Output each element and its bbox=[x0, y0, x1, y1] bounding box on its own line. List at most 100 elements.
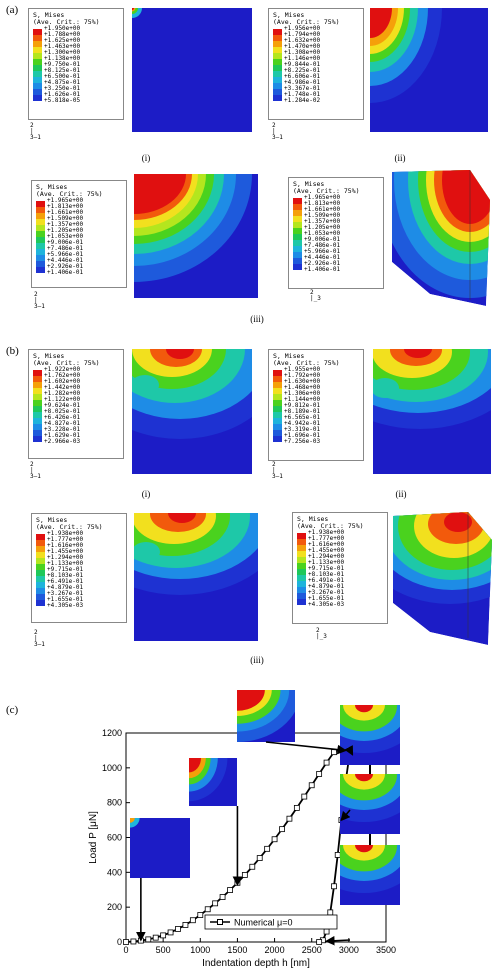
legend-swatch bbox=[33, 41, 42, 47]
data-point bbox=[182, 922, 189, 928]
chart-inset bbox=[340, 845, 400, 905]
legend-swatch bbox=[293, 222, 302, 228]
legend-value: +1.133e+00 bbox=[47, 560, 84, 567]
legend-value: +1.696e-01 bbox=[284, 432, 321, 439]
legend-swatch bbox=[36, 540, 45, 546]
chart-inset bbox=[340, 774, 400, 834]
inset-contour bbox=[189, 758, 201, 773]
legend-value: +4.446e-01 bbox=[304, 254, 341, 261]
legend-value: +1.794e+00 bbox=[284, 31, 321, 38]
legend-swatch bbox=[33, 370, 42, 376]
legend-value: +9.715e-01 bbox=[47, 566, 84, 573]
chart-insets bbox=[130, 690, 400, 905]
legend-a-ii: S, Mises (Ave. Crit.: 75%) +1.956e+00 +1.7… bbox=[268, 8, 364, 120]
legend-swatch bbox=[273, 400, 282, 406]
legend-value: +1.306e+00 bbox=[284, 390, 321, 397]
legend-title: S, Mises (Ave. Crit.: 75%) bbox=[273, 352, 340, 367]
legend-swatch bbox=[33, 65, 42, 71]
legend-value: +4.827e-01 bbox=[44, 420, 81, 427]
legend-swatch bbox=[36, 546, 45, 552]
sub-label-b-iii: (iii) bbox=[250, 655, 264, 665]
chart-inset bbox=[189, 758, 237, 806]
y-tick-label: 0 bbox=[117, 937, 122, 947]
x-tick-label: 0 bbox=[123, 945, 128, 955]
legend-title: S, Mises (Ave. Crit.: 75%) bbox=[36, 183, 103, 198]
legend-entry: Numerical μ=0 bbox=[234, 918, 292, 928]
legend-swatch bbox=[36, 243, 45, 249]
legend-value: +1.661e+00 bbox=[47, 209, 84, 216]
legend-box bbox=[204, 914, 338, 930]
inset-contour bbox=[355, 705, 373, 713]
legend-a-iii-right: S, Mises (Ave. Crit.: 75%) +1.965e+00 +1.8… bbox=[288, 177, 384, 289]
legend-value: +4.446e-01 bbox=[47, 257, 84, 264]
legend-value: +1.950e+00 bbox=[44, 25, 81, 32]
data-point bbox=[227, 887, 233, 893]
legend-swatch bbox=[36, 201, 45, 207]
data-point bbox=[331, 749, 337, 756]
legend-swatch bbox=[273, 424, 282, 430]
contour-b-iii-left bbox=[134, 513, 258, 641]
data-point bbox=[130, 938, 137, 945]
legend-swatch bbox=[33, 382, 42, 388]
axis-triad-a-i: 2 | 3—1 bbox=[30, 122, 41, 141]
legend-value: +1.632e+00 bbox=[284, 37, 321, 44]
inset-contour bbox=[130, 818, 135, 823]
legend-value: +1.468e+00 bbox=[284, 384, 321, 391]
legend-swatch bbox=[273, 394, 282, 400]
legend-swatch bbox=[293, 198, 302, 204]
legend-value: +7.256e-03 bbox=[284, 438, 321, 445]
legend-b-i: S, Mises (Ave. Crit.: 75%) +1.922e+00 +1.7… bbox=[28, 349, 124, 459]
y-tick-label: 1000 bbox=[102, 763, 122, 773]
contour-b-ii bbox=[373, 349, 491, 474]
legend-swatch bbox=[36, 594, 45, 600]
legend-title: S, Mises (Ave. Crit.: 75%) bbox=[33, 11, 100, 26]
data-point bbox=[167, 929, 174, 936]
legend-swatch bbox=[273, 41, 282, 47]
legend-color-bar bbox=[297, 533, 306, 605]
legend-swatch bbox=[297, 599, 306, 605]
axis-triad-b-i: 2 | 3—1 bbox=[30, 461, 41, 480]
legend-swatch bbox=[36, 237, 45, 243]
legend-swatch bbox=[33, 400, 42, 406]
data-point bbox=[323, 759, 330, 766]
chart-inset bbox=[237, 690, 295, 742]
legend-value: +1.777e+00 bbox=[308, 535, 345, 542]
legend-swatch bbox=[36, 558, 45, 564]
axis-triad-b-ii: 2 | 3—1 bbox=[272, 461, 283, 480]
legend-swatch bbox=[273, 412, 282, 418]
legend-swatch bbox=[33, 376, 42, 382]
legend-swatch bbox=[297, 593, 306, 599]
inset-arrow bbox=[340, 809, 351, 822]
legend-swatch bbox=[273, 388, 282, 394]
legend-swatch bbox=[36, 255, 45, 261]
inset-arrow bbox=[265, 741, 347, 755]
chart-axes: 0 500 1000 1500 2000 2500 3000 3500 0 200 400 600 80… bbox=[102, 728, 396, 955]
legend-swatch bbox=[273, 71, 282, 77]
legend-swatch bbox=[33, 35, 42, 41]
legend-swatch bbox=[36, 570, 45, 576]
legend-title: S, Mises (Ave. Crit.: 75%) bbox=[293, 180, 360, 195]
legend-value: +1.205e+00 bbox=[304, 224, 341, 231]
legend-value: +4.875e-01 bbox=[44, 79, 81, 86]
legend-swatch bbox=[273, 89, 282, 95]
legend-value: +9.006e-01 bbox=[304, 236, 341, 243]
legend-swatch bbox=[36, 249, 45, 255]
legend-value: +1.616e+00 bbox=[308, 541, 345, 548]
legend-swatch bbox=[273, 35, 282, 41]
legend-value: +4.305e-03 bbox=[308, 601, 345, 608]
legend-swatch bbox=[273, 418, 282, 424]
legend-value: +4.879e-01 bbox=[47, 584, 84, 591]
data-point bbox=[152, 934, 159, 941]
legend-swatch bbox=[273, 77, 282, 83]
legend-swatch bbox=[293, 258, 302, 264]
legend-value: +1.138e+00 bbox=[44, 55, 81, 62]
legend-swatch bbox=[36, 564, 45, 570]
legend-value: +6.606e-01 bbox=[284, 73, 321, 80]
x-tick-label: 500 bbox=[156, 945, 171, 955]
legend-swatch bbox=[273, 370, 282, 376]
load-depth-chart: 0 500 1000 1500 2000 2500 3000 3500 0 200 400 600 80… bbox=[88, 690, 400, 969]
legend-value: +4.879e-01 bbox=[308, 583, 345, 590]
contour-a-i bbox=[132, 8, 252, 132]
data-point bbox=[316, 771, 323, 777]
